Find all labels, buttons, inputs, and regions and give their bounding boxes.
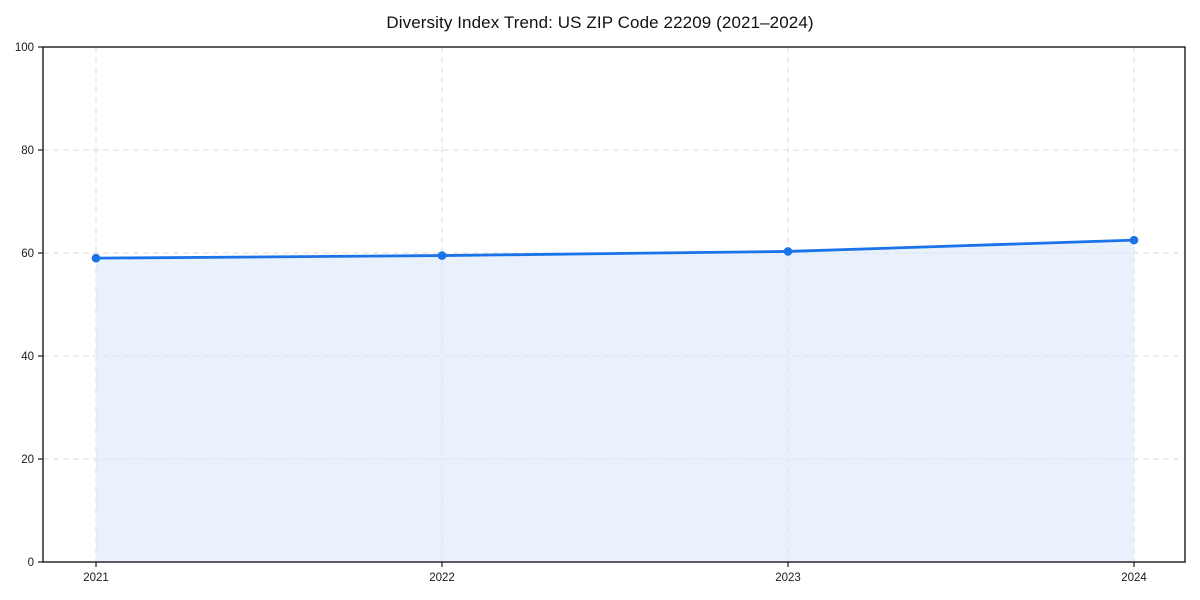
trend-line — [94, 238, 1136, 260]
data-point-marker — [783, 247, 793, 256]
area-fill — [96, 240, 1134, 562]
x-tick-label: 2021 — [83, 572, 109, 584]
y-tick-label: 0 — [28, 557, 34, 569]
axis-spines — [42, 46, 1186, 563]
data-point-marker — [1129, 235, 1139, 245]
x-tick-label: 2024 — [1121, 572, 1147, 584]
chart-title: Diversity Index Trend: US ZIP Code 22209… — [386, 13, 814, 32]
y-tick-label: 100 — [15, 42, 34, 54]
data-point-marker — [437, 251, 447, 260]
x-tick-label: 2022 — [429, 572, 455, 584]
data-point-marker — [91, 253, 101, 263]
y-tick-label: 40 — [21, 351, 34, 363]
y-tick-label: 80 — [21, 145, 34, 157]
x-tick-label: 2023 — [775, 572, 801, 584]
y-tick-label: 60 — [21, 248, 34, 260]
y-tick-label: 20 — [21, 454, 34, 466]
